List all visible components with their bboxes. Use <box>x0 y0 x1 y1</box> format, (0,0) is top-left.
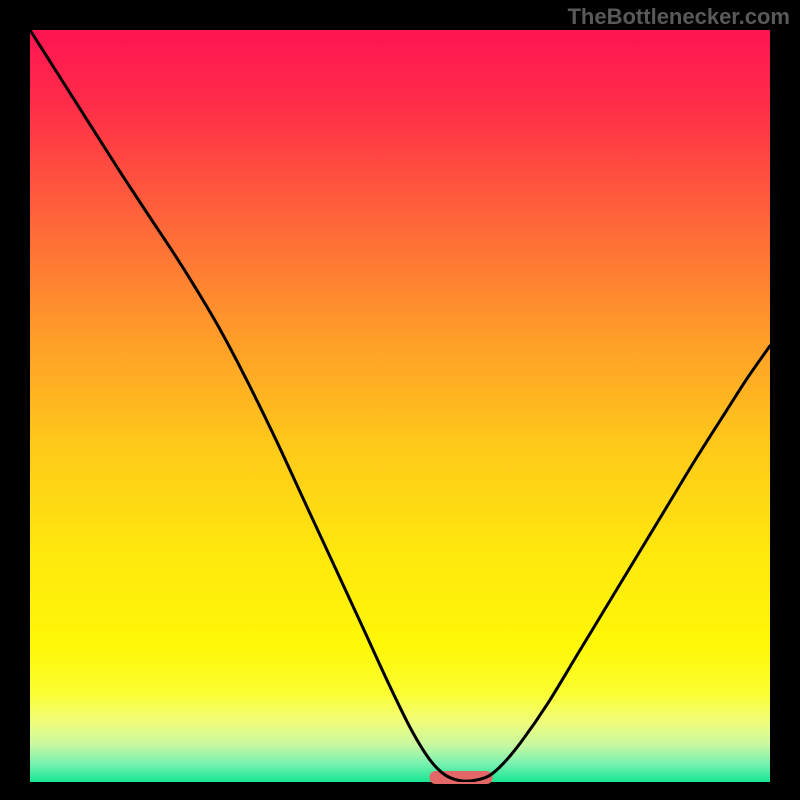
bottleneck-curve <box>30 30 770 782</box>
curve-path <box>30 30 770 781</box>
plot-area <box>30 30 770 782</box>
watermark-label: TheBottlenecker.com <box>567 4 790 30</box>
chart-frame: TheBottlenecker.com <box>0 0 800 800</box>
